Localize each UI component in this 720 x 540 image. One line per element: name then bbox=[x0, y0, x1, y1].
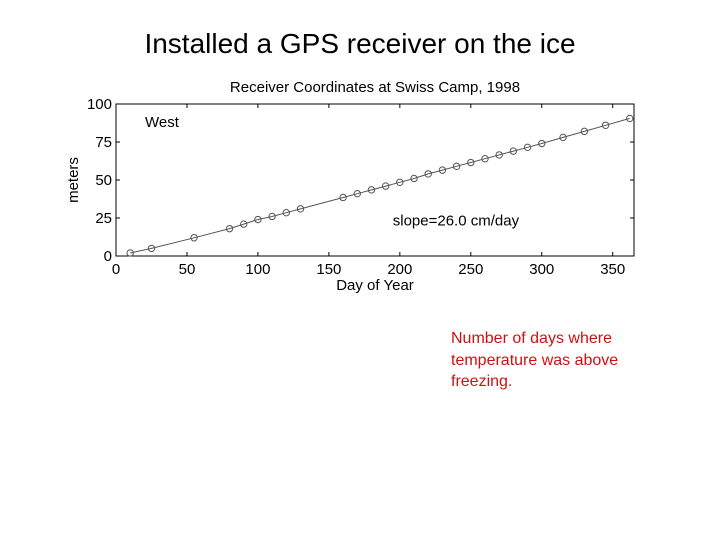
data-point bbox=[126, 249, 134, 257]
data-point bbox=[282, 208, 291, 217]
freezing-days-note: Number of days where temperature was abo… bbox=[451, 330, 619, 390]
data-point bbox=[353, 189, 361, 198]
x-tick-label: 150 bbox=[316, 261, 341, 278]
data-point bbox=[410, 174, 418, 183]
data-point bbox=[296, 205, 305, 213]
data-point bbox=[424, 170, 432, 178]
slide-title: Installed a GPS receiver on the ice bbox=[144, 28, 576, 59]
x-tick-label: 350 bbox=[600, 261, 625, 278]
data-point bbox=[147, 244, 156, 253]
data-point bbox=[438, 166, 447, 174]
data-point bbox=[580, 127, 589, 136]
y-tick-label: 100 bbox=[87, 96, 112, 113]
x-tick-label: 250 bbox=[458, 261, 483, 278]
data-point bbox=[481, 155, 489, 163]
data-point bbox=[452, 162, 461, 171]
data-point bbox=[396, 178, 404, 186]
plot-frame bbox=[115, 103, 635, 257]
y-tick-label: 25 bbox=[95, 210, 112, 227]
data-point bbox=[523, 143, 532, 152]
data-point bbox=[601, 121, 610, 129]
x-axis-label: Day of Year bbox=[336, 277, 414, 294]
data-point bbox=[367, 186, 376, 194]
series-line-west bbox=[130, 117, 630, 254]
data-point bbox=[381, 182, 390, 190]
x-tick-label: 50 bbox=[179, 261, 196, 278]
series-points bbox=[126, 114, 634, 257]
legend-entry-west: West bbox=[145, 114, 180, 131]
data-point bbox=[626, 114, 634, 123]
line-chart: Receiver Coordinates at Swiss Camp, 1998… bbox=[65, 79, 635, 294]
data-point bbox=[268, 212, 276, 221]
chart-title: Receiver Coordinates at Swiss Camp, 1998 bbox=[230, 79, 520, 96]
data-point bbox=[339, 193, 347, 202]
y-tick-label: 50 bbox=[95, 172, 112, 189]
data-point bbox=[190, 234, 198, 242]
axis-ticks: 0 50 100 150 200 250 300 350 0 25 50 75 100 bbox=[87, 96, 634, 278]
x-tick-label: 200 bbox=[387, 261, 412, 278]
x-tick-label: 300 bbox=[529, 261, 554, 278]
x-tick-label: 0 bbox=[112, 261, 120, 278]
data-point bbox=[559, 133, 567, 142]
data-point bbox=[509, 147, 518, 155]
data-point bbox=[240, 220, 248, 228]
slope-annotation: slope=26.0 cm/day bbox=[393, 213, 520, 230]
data-point bbox=[538, 139, 546, 148]
data-point bbox=[467, 158, 475, 167]
data-point bbox=[495, 151, 503, 159]
y-axis-label: meters bbox=[65, 157, 82, 203]
data-point bbox=[254, 215, 262, 224]
data-point bbox=[225, 224, 234, 233]
x-tick-label: 100 bbox=[245, 261, 270, 278]
y-tick-label: 75 bbox=[95, 134, 112, 151]
y-tick-label: 0 bbox=[104, 248, 112, 265]
